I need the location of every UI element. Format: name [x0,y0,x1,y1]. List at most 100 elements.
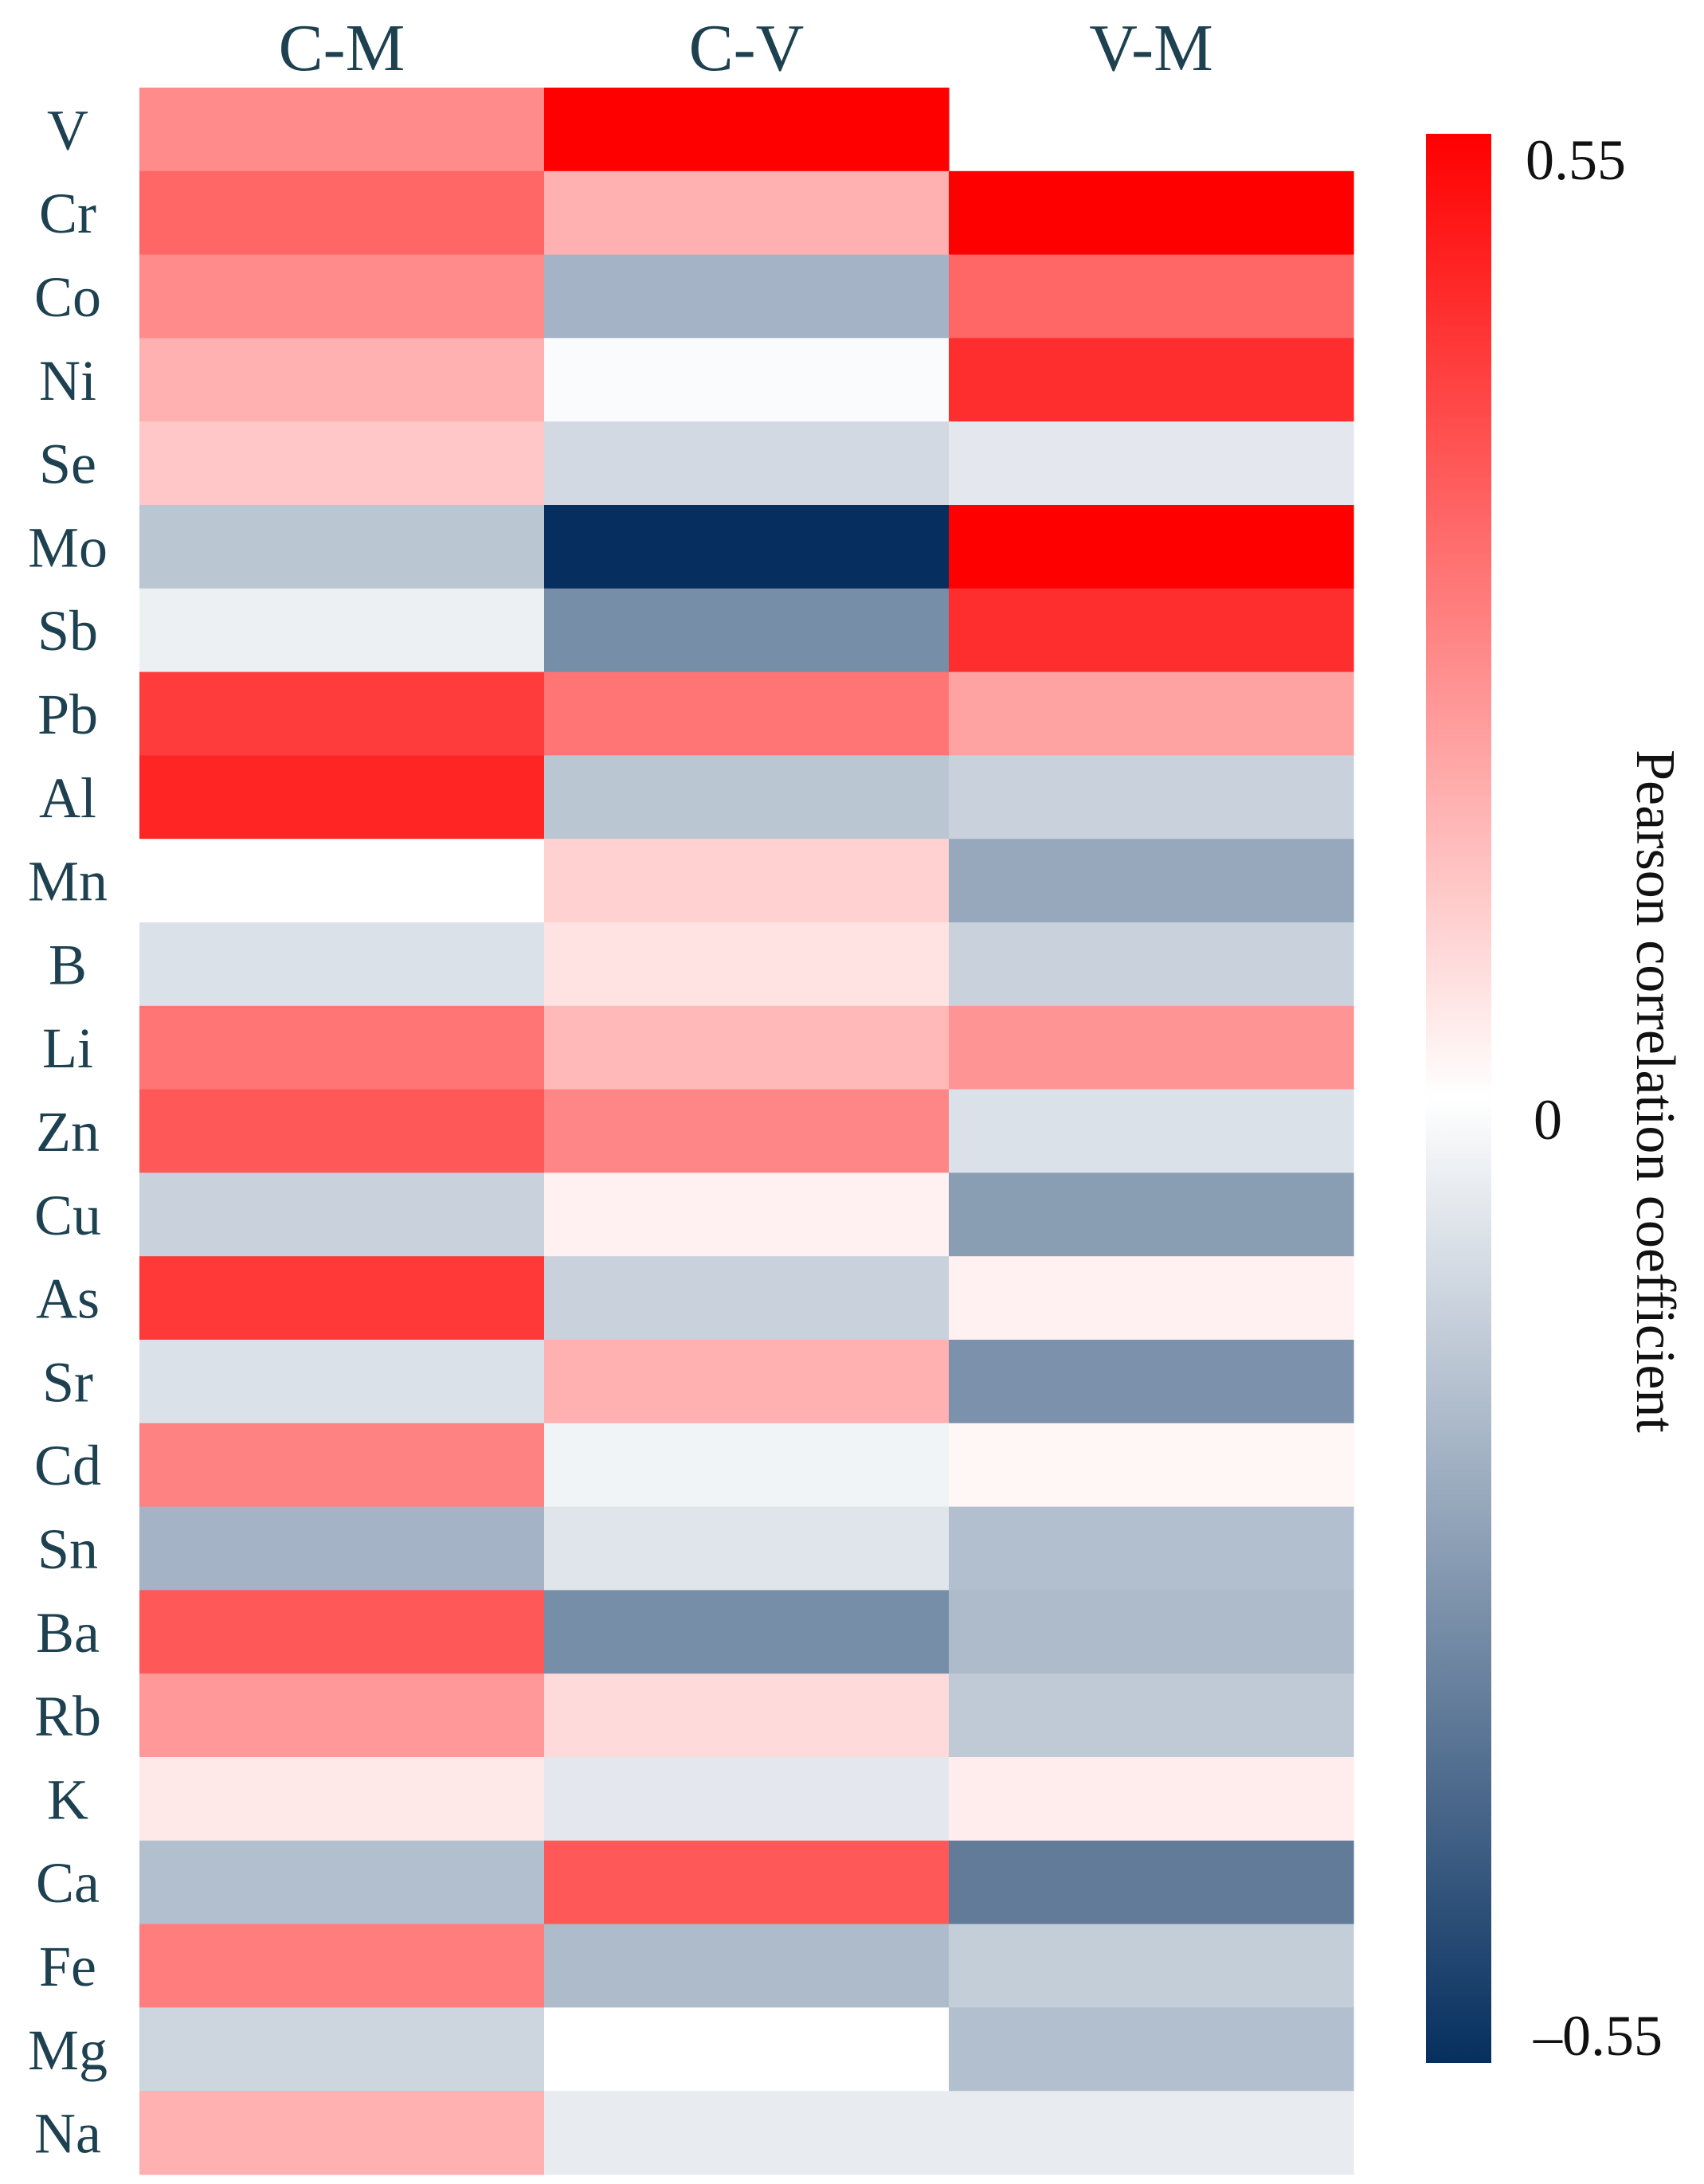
heatmap-cell-cr-v-m [949,170,1354,256]
heatmap-cell-co-c-m [139,254,545,339]
heatmap-cell-mo-v-m [949,505,1354,589]
row-label-mo: Mo [28,515,108,579]
heatmap-cell-se-v-m [949,421,1354,506]
heatmap-cell-ni-c-m [139,338,545,422]
column-label-c-v: C-V [689,11,805,85]
heatmap-cell-as-c-m [139,1256,545,1341]
heatmap-cell-v-c-m [139,88,545,172]
row-label-se: Se [39,432,96,496]
row-label-cu: Cu [34,1184,101,1247]
heatmap-cell-li-c-v [544,1005,950,1090]
heatmap-cell-k-c-v [544,1757,950,1842]
column-label-v-m: V-M [1089,11,1213,85]
row-label-as: As [36,1267,100,1331]
heatmap-cell-na-c-m [139,2091,545,2175]
heatmap-cell-b-c-m [139,922,545,1007]
column-label-c-m: C-M [279,11,405,85]
heatmap-cell-mn-v-m [949,839,1354,923]
row-label-v: V [47,98,88,162]
heatmap-cell-li-v-m [949,1005,1354,1090]
heatmap-cell-ca-c-m [139,1840,545,1925]
heatmap-cell-cr-c-m [139,170,545,256]
heatmap-cell-sn-c-m [139,1506,545,1591]
heatmap-cell-ba-c-m [139,1590,545,1674]
heatmap-cell-al-c-v [544,755,950,840]
row-label-mg: Mg [28,2018,108,2082]
heatmap-cell-co-c-v [544,254,950,339]
heatmap-cell-cd-v-m [949,1423,1354,1508]
row-label-ni: Ni [39,349,96,413]
row-label-ca: Ca [36,1851,100,1915]
heatmap-cell-pb-c-v [544,671,950,756]
heatmap-cell-mn-c-m [139,839,545,923]
heatmap-cell-sb-c-m [139,588,545,673]
row-label-sb: Sb [37,599,98,663]
heatmap-cell-sr-c-m [139,1340,545,1424]
heatmap-cell-zn-c-m [139,1089,545,1173]
heatmap-cell-se-c-m [139,421,545,506]
heatmap-cell-b-v-m [949,922,1354,1007]
heatmap-cell-co-v-m [949,254,1354,339]
heatmap-cell-fe-c-v [544,1924,950,2008]
heatmap-cell-sb-c-v [544,588,950,673]
row-label-cd: Cd [34,1434,101,1497]
heatmap-cell-cd-c-m [139,1423,545,1508]
heatmap-cell-b-c-v [544,922,950,1007]
row-label-pb: Pb [37,683,98,746]
row-labels: V Cr Co Ni Se Mo Sb Pb Al Mn B Li Zn Cu As Sr Cd Sn Ba Rb KC… [28,98,108,2165]
colorbar: 0.55 0 –0.55 Pearson correlation coeffic… [1426,128,1686,2068]
heatmap-cell-k-v-m [949,1757,1354,1842]
heatmap-cell-fe-v-m [949,1924,1354,2008]
row-label-sr: Sr [42,1350,93,1414]
heatmap-cell-rb-c-v [544,1673,950,1758]
heatmap-cell-sn-c-v [544,1506,950,1591]
heatmap-cell-se-c-v [544,421,950,506]
heatmap-cell-ca-v-m [949,1840,1354,1925]
heatmap-cell-na-v-m [949,2091,1354,2175]
heatmap-cell-as-v-m [949,1256,1354,1341]
heatmap-cell-mg-v-m [949,2007,1354,2092]
heatmap-cell-al-v-m [949,755,1354,840]
heatmap-cell-mg-c-m [139,2007,545,2092]
colorbar-gradient [1426,134,1491,2063]
row-label-mn: Mn [28,850,108,914]
heatmap-cell-na-c-v [544,2091,950,2175]
row-label-k: K [47,1767,88,1831]
row-label-li: Li [42,1016,93,1080]
heatmap-cell-zn-c-v [544,1089,950,1173]
heatmap-cell-ni-c-v [544,338,950,422]
heatmap-cell-k-c-m [139,1757,545,1842]
colorbar-tick-min: –0.55 [1533,2004,1663,2068]
heatmap-cell-cu-v-m [949,1172,1354,1257]
heatmap-cell-ca-c-v [544,1840,950,1925]
heatmap-cell-pb-v-m [949,671,1354,756]
heatmap-cell-sn-v-m [949,1506,1354,1591]
row-label-fe: Fe [39,1935,96,1998]
column-labels: C-M C-V V-M [279,11,1213,85]
heatmap-cells [139,88,1354,2175]
heatmap-cell-li-c-m [139,1005,545,1090]
heatmap-cell-ba-v-m [949,1590,1354,1674]
heatmap-cell-pb-c-m [139,671,545,756]
heatmap-cell-zn-v-m [949,1089,1354,1173]
heatmap-cell-v-c-v [544,88,950,172]
heatmap-cell-fe-c-m [139,1924,545,2008]
row-label-na: Na [34,2102,101,2166]
heatmap-cell-mn-c-v [544,839,950,923]
row-label-al: Al [39,766,96,830]
heatmap-cell-ba-c-v [544,1590,950,1674]
heatmap-cell-rb-c-m [139,1673,545,1758]
row-label-co: Co [34,265,101,329]
heatmap-cell-cr-c-v [544,170,950,256]
row-label-rb: Rb [34,1685,101,1748]
heatmap-cell-mo-c-m [139,505,545,589]
row-label-zn: Zn [36,1100,100,1164]
colorbar-tick-max: 0.55 [1526,128,1626,192]
row-label-sn: Sn [37,1517,98,1581]
colorbar-tick-zero: 0 [1534,1088,1562,1152]
heatmap-cell-sb-v-m [949,588,1354,673]
heatmap-cell-sr-c-v [544,1340,950,1424]
row-label-ba: Ba [36,1601,100,1665]
heatmap-cell-mo-c-v [544,505,950,589]
